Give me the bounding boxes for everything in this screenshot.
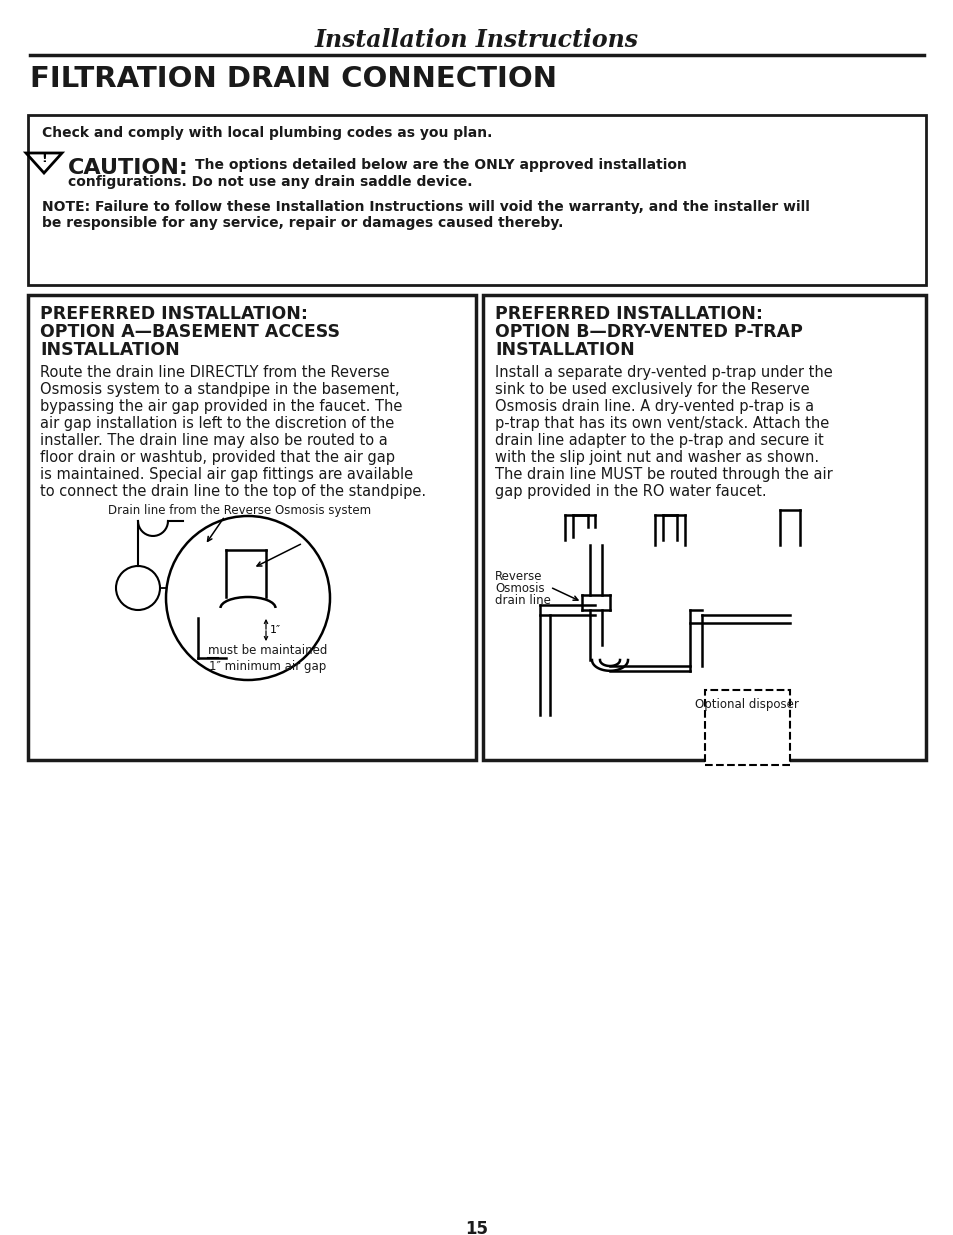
Text: 15: 15: [465, 1220, 488, 1235]
Text: PREFERRED INSTALLATION:: PREFERRED INSTALLATION:: [495, 305, 762, 324]
Text: NOTE: Failure to follow these Installation Instructions will void the warranty, : NOTE: Failure to follow these Installati…: [42, 200, 809, 214]
Text: INSTALLATION: INSTALLATION: [495, 341, 634, 359]
Text: must be maintained: must be maintained: [208, 643, 327, 657]
Text: Install a separate dry-vented p-trap under the: Install a separate dry-vented p-trap und…: [495, 366, 832, 380]
Text: PREFERRED INSTALLATION:: PREFERRED INSTALLATION:: [40, 305, 308, 324]
Text: Installation Instructions: Installation Instructions: [314, 28, 639, 52]
Text: p-trap that has its own vent/stack. Attach the: p-trap that has its own vent/stack. Atta…: [495, 416, 828, 431]
Text: gap provided in the RO water faucet.: gap provided in the RO water faucet.: [495, 484, 766, 499]
Text: Osmosis system to a standpipe in the basement,: Osmosis system to a standpipe in the bas…: [40, 382, 399, 396]
Text: to connect the drain line to the top of the standpipe.: to connect the drain line to the top of …: [40, 484, 426, 499]
Text: with the slip joint nut and washer as shown.: with the slip joint nut and washer as sh…: [495, 450, 819, 466]
Text: OPTION B—DRY-VENTED P-TRAP: OPTION B—DRY-VENTED P-TRAP: [495, 324, 802, 341]
Text: configurations. Do not use any drain saddle device.: configurations. Do not use any drain sad…: [68, 175, 472, 189]
Text: FILTRATION DRAIN CONNECTION: FILTRATION DRAIN CONNECTION: [30, 65, 557, 93]
Text: Osmosis drain line. A dry-vented p-trap is a: Osmosis drain line. A dry-vented p-trap …: [495, 399, 813, 414]
Text: !: !: [41, 152, 47, 165]
Text: INSTALLATION: INSTALLATION: [40, 341, 179, 359]
Text: floor drain or washtub, provided that the air gap: floor drain or washtub, provided that th…: [40, 450, 395, 466]
Text: bypassing the air gap provided in the faucet. The: bypassing the air gap provided in the fa…: [40, 399, 402, 414]
Text: CAUTION:: CAUTION:: [68, 158, 189, 178]
Text: Drain line from the Reverse Osmosis system: Drain line from the Reverse Osmosis syst…: [109, 504, 371, 517]
Text: 1″ minimum air gap: 1″ minimum air gap: [209, 659, 326, 673]
Text: installer. The drain line may also be routed to a: installer. The drain line may also be ro…: [40, 433, 387, 448]
Text: The options detailed below are the ONLY approved installation: The options detailed below are the ONLY …: [194, 158, 686, 172]
Text: Optional disposer: Optional disposer: [695, 698, 798, 711]
Text: drain line adapter to the p-trap and secure it: drain line adapter to the p-trap and sec…: [495, 433, 822, 448]
Text: drain line: drain line: [495, 594, 550, 606]
Text: 1″: 1″: [270, 625, 281, 635]
Text: Check and comply with local plumbing codes as you plan.: Check and comply with local plumbing cod…: [42, 126, 492, 140]
Text: OPTION A—BASEMENT ACCESS: OPTION A—BASEMENT ACCESS: [40, 324, 339, 341]
Text: be responsible for any service, repair or damages caused thereby.: be responsible for any service, repair o…: [42, 216, 563, 230]
Text: Route the drain line DIRECTLY from the Reverse: Route the drain line DIRECTLY from the R…: [40, 366, 389, 380]
Text: Reverse: Reverse: [495, 571, 542, 583]
Text: is maintained. Special air gap fittings are available: is maintained. Special air gap fittings …: [40, 467, 413, 482]
Bar: [28, 115, 925, 285]
Bar: [28, 295, 476, 760]
Text: sink to be used exclusively for the Reserve: sink to be used exclusively for the Rese…: [495, 382, 809, 396]
Text: air gap installation is left to the discretion of the: air gap installation is left to the disc…: [40, 416, 394, 431]
Text: The drain line MUST be routed through the air: The drain line MUST be routed through th…: [495, 467, 832, 482]
Bar: [704, 690, 789, 764]
Bar: [482, 295, 925, 760]
Text: Osmosis: Osmosis: [495, 582, 544, 595]
